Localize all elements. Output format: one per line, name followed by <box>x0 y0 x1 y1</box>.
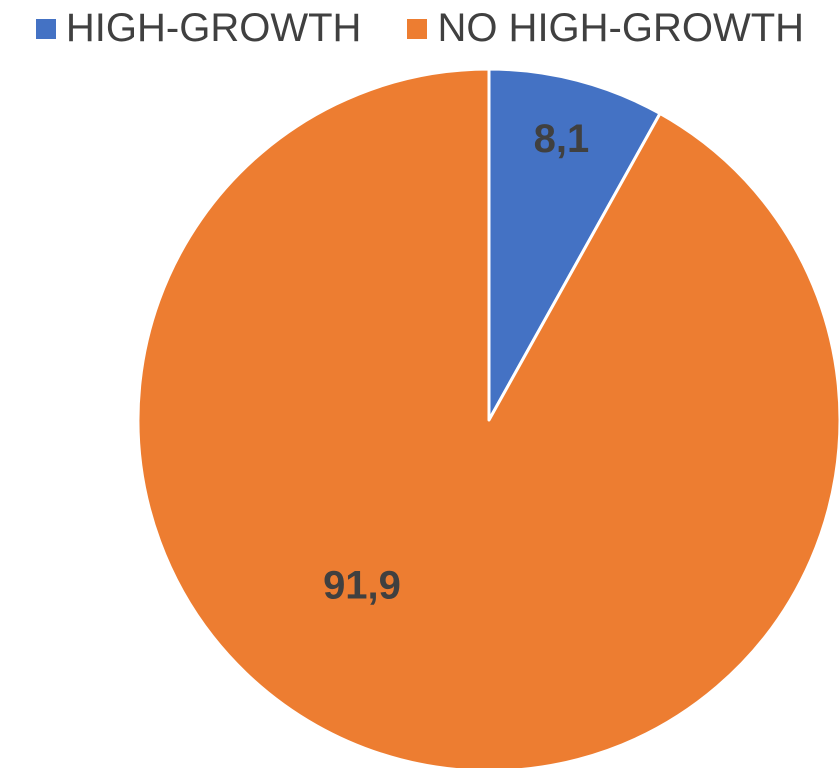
legend-label-no-high-growth: NO HIGH-GROWTH <box>437 6 805 50</box>
legend-item-high-growth: HIGH-GROWTH <box>35 6 362 51</box>
legend-swatch-no-high-growth <box>407 18 428 39</box>
chart-legend: HIGH-GROWTH NO HIGH-GROWTH <box>0 6 840 51</box>
pie-data-labels: 8,1 91,9 <box>323 117 589 608</box>
pie-slice-no-high-growth <box>136 67 840 768</box>
data-label-no-high-growth: 91,9 <box>323 564 401 608</box>
legend-swatch-high-growth <box>35 18 56 39</box>
legend-label-high-growth: HIGH-GROWTH <box>65 6 362 50</box>
pie-slice-high-growth <box>487 67 662 422</box>
legend-item-no-high-growth: NO HIGH-GROWTH <box>407 6 804 51</box>
pie-slices <box>136 67 840 768</box>
data-label-high-growth: 8,1 <box>534 117 590 161</box>
